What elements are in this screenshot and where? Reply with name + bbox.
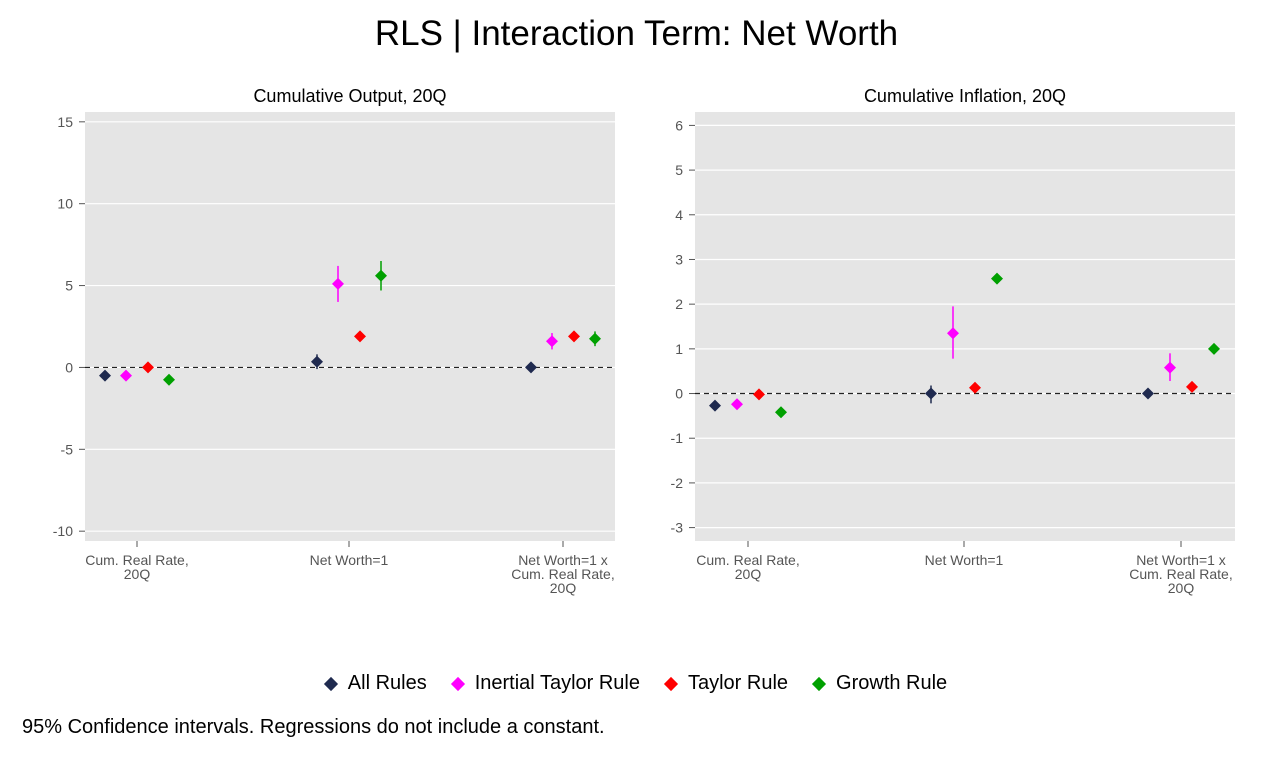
x-tick-label: Cum. Real Rate, bbox=[511, 566, 614, 582]
x-tick-label: 20Q bbox=[124, 566, 151, 582]
y-tick-label: 6 bbox=[675, 117, 683, 133]
point-growth-rule bbox=[163, 373, 175, 386]
y-tick-label: 15 bbox=[57, 114, 73, 130]
panel-title-1: Cumulative Output, 20Q bbox=[253, 86, 446, 106]
point-taylor-rule bbox=[568, 330, 580, 343]
legend: All Rules Inertial Taylor Rule Taylor Ru… bbox=[0, 672, 1273, 695]
legend-marker-growth-rule bbox=[811, 676, 827, 691]
plot-area-2 bbox=[695, 112, 1235, 541]
panel-title-2: Cumulative Inflation, 20Q bbox=[864, 86, 1066, 106]
y-tick-label: -5 bbox=[61, 441, 74, 457]
point-inertial-taylor-rule bbox=[947, 327, 959, 340]
legend-marker-all-rules bbox=[323, 676, 338, 691]
point-all-rules bbox=[525, 361, 537, 374]
point-growth-rule bbox=[589, 332, 601, 345]
footnote: 95% Confidence intervals. Regressions do… bbox=[22, 716, 605, 738]
y-tick-label: 0 bbox=[65, 359, 73, 375]
x-tick-label: Cum. Real Rate, bbox=[85, 552, 188, 568]
x-tick-label: Net Worth=1 bbox=[925, 552, 1004, 568]
point-all-rules bbox=[99, 369, 111, 382]
y-tick-label: -3 bbox=[671, 520, 684, 536]
point-taylor-rule bbox=[142, 361, 154, 374]
y-tick-label: 0 bbox=[675, 386, 683, 402]
figure-title: RLS | Interaction Term: Net Worth bbox=[374, 14, 899, 53]
legend-label-all-rules: All Rules bbox=[347, 672, 427, 694]
legend-label-growth-rule: Growth Rule bbox=[836, 672, 948, 694]
legend-label-taylor-rule: Taylor Rule bbox=[687, 672, 789, 694]
x-tick-label: Net Worth=1 x bbox=[1136, 552, 1226, 568]
legend-marker-taylor-rule bbox=[663, 676, 679, 691]
x-tick-label: 20Q bbox=[1168, 580, 1195, 596]
y-tick-label: 4 bbox=[675, 207, 683, 223]
y-tick-label: 5 bbox=[675, 162, 683, 178]
y-tick-label: -10 bbox=[53, 523, 73, 539]
y-tick-label: 5 bbox=[65, 278, 73, 294]
x-tick-label: Net Worth=1 bbox=[310, 552, 389, 568]
point-inertial-taylor-rule bbox=[332, 277, 344, 290]
point-growth-rule bbox=[991, 272, 1003, 285]
point-inertial-taylor-rule bbox=[1164, 361, 1176, 374]
point-taylor-rule bbox=[354, 330, 366, 343]
y-tick-label: -2 bbox=[671, 475, 684, 491]
point-growth-rule bbox=[375, 269, 387, 282]
y-tick-label: 2 bbox=[675, 296, 683, 312]
y-tick-label: 1 bbox=[675, 341, 683, 357]
point-taylor-rule bbox=[1186, 380, 1198, 393]
legend-label-inertial-taylor-rule: Inertial Taylor Rule bbox=[474, 672, 640, 694]
legend-item-inertial-taylor-rule: Inertial Taylor Rule bbox=[450, 672, 640, 695]
x-tick-label: Cum. Real Rate, bbox=[696, 552, 799, 568]
x-tick-label: 20Q bbox=[735, 566, 762, 582]
legend-item-growth-rule: Growth Rule bbox=[811, 672, 948, 695]
point-taylor-rule bbox=[969, 381, 981, 394]
point-inertial-taylor-rule bbox=[120, 369, 132, 382]
y-tick-label: 3 bbox=[675, 251, 683, 267]
plot-area-1 bbox=[85, 112, 615, 541]
point-inertial-taylor-rule bbox=[546, 335, 558, 348]
legend-item-taylor-rule: Taylor Rule bbox=[663, 672, 789, 695]
legend-marker-inertial-taylor-rule bbox=[450, 676, 465, 691]
point-inertial-taylor-rule bbox=[731, 398, 743, 411]
x-tick-label: Net Worth=1 x bbox=[518, 552, 608, 568]
x-tick-label: 20Q bbox=[550, 580, 577, 596]
x-tick-label: Cum. Real Rate, bbox=[1129, 566, 1232, 582]
point-all-rules bbox=[1142, 387, 1154, 400]
legend-item-all-rules: All Rules bbox=[323, 672, 427, 695]
point-growth-rule bbox=[1208, 342, 1220, 355]
y-tick-label: 10 bbox=[57, 196, 73, 212]
point-taylor-rule bbox=[753, 388, 765, 401]
point-all-rules bbox=[925, 387, 937, 400]
point-growth-rule bbox=[775, 406, 787, 419]
point-all-rules bbox=[311, 355, 323, 368]
point-all-rules bbox=[709, 399, 721, 412]
y-tick-label: -1 bbox=[671, 430, 684, 446]
